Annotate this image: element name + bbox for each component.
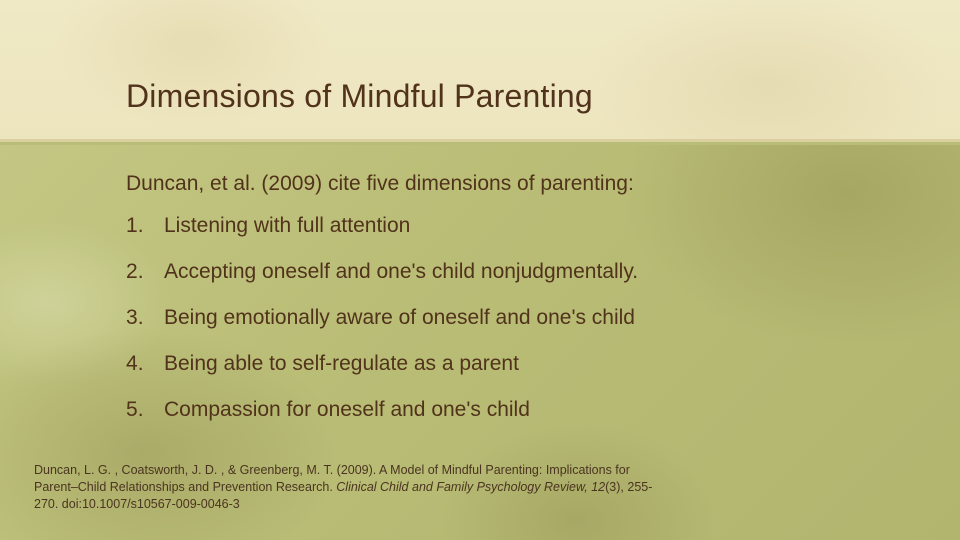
list-item: Listening with full attention (126, 214, 638, 238)
list-item: Being emotionally aware of oneself and o… (126, 306, 638, 330)
citation-journal: Clinical Child and Family Psychology Rev… (336, 480, 605, 494)
list-item: Being able to self-regulate as a parent (126, 352, 638, 376)
intro-text: Duncan, et al. (2009) cite five dimensio… (126, 172, 634, 196)
slide-title: Dimensions of Mindful Parenting (126, 78, 593, 115)
list-item: Accepting oneself and one's child nonjud… (126, 260, 638, 284)
header-band (0, 0, 960, 142)
dimensions-list: Listening with full attention Accepting … (126, 214, 638, 444)
list-item: Compassion for oneself and one's child (126, 398, 638, 422)
citation: Duncan, L. G. , Coatsworth, J. D. , & Gr… (34, 462, 660, 513)
